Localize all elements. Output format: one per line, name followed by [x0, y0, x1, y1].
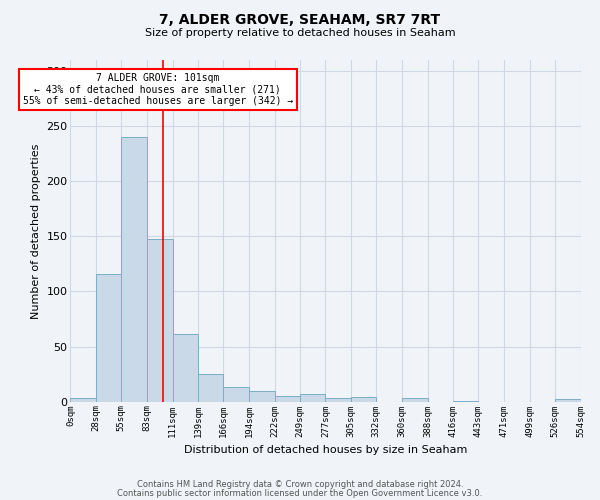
- Text: 7 ALDER GROVE: 101sqm
← 43% of detached houses are smaller (271)
55% of semi-det: 7 ALDER GROVE: 101sqm ← 43% of detached …: [23, 73, 293, 106]
- Bar: [351, 397, 376, 402]
- Bar: [96, 274, 121, 402]
- Bar: [402, 398, 428, 402]
- Bar: [555, 400, 581, 402]
- Bar: [173, 334, 199, 402]
- Bar: [70, 398, 96, 402]
- Bar: [325, 398, 351, 402]
- Text: Size of property relative to detached houses in Seaham: Size of property relative to detached ho…: [145, 28, 455, 38]
- Text: 7, ALDER GROVE, SEAHAM, SR7 7RT: 7, ALDER GROVE, SEAHAM, SR7 7RT: [160, 12, 440, 26]
- Bar: [121, 137, 147, 402]
- Bar: [299, 394, 325, 402]
- Text: Contains HM Land Registry data © Crown copyright and database right 2024.: Contains HM Land Registry data © Crown c…: [137, 480, 463, 489]
- Text: Contains public sector information licensed under the Open Government Licence v3: Contains public sector information licen…: [118, 488, 482, 498]
- Bar: [147, 238, 173, 402]
- Bar: [199, 374, 223, 402]
- Y-axis label: Number of detached properties: Number of detached properties: [31, 143, 41, 318]
- Bar: [454, 400, 478, 402]
- Bar: [223, 388, 249, 402]
- Bar: [249, 390, 275, 402]
- X-axis label: Distribution of detached houses by size in Seaham: Distribution of detached houses by size …: [184, 445, 467, 455]
- Bar: [275, 396, 299, 402]
